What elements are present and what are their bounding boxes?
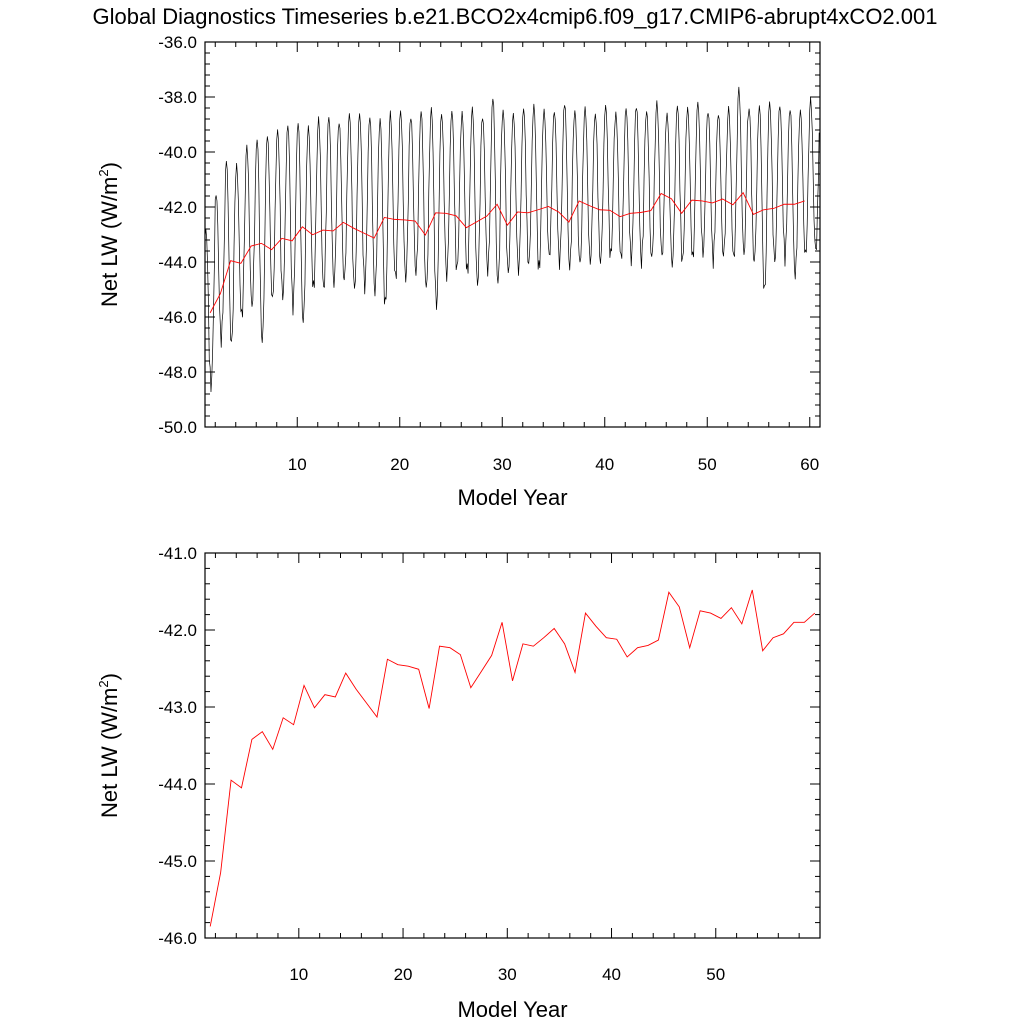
y-axis-title-close: ) (97, 673, 122, 680)
plot-frame (204, 552, 821, 939)
y-axis-title-close: ) (97, 162, 122, 169)
y-tick-label: -46.0 (158, 929, 197, 948)
annual-mean-series-line (209, 191, 805, 314)
y-tick-label: -41.0 (158, 544, 197, 563)
y-tick-label: -44.0 (158, 775, 197, 794)
x-tick-label: 40 (595, 455, 614, 474)
y-axis-title: Net LW (W/m2) (96, 673, 122, 818)
x-tick-label: 20 (390, 455, 409, 474)
x-tick-label: 60 (800, 455, 819, 474)
x-tick-label: 20 (394, 965, 413, 984)
y-tick-label: -42.0 (158, 198, 197, 217)
y-tick-label: -40.0 (158, 143, 197, 162)
x-tick-label: 50 (698, 455, 717, 474)
top-panel: -50.0 -48.0 -46.0 -44.0 -42.0 -40.0 -38.0 -36.0… (96, 33, 821, 510)
bottom-panel: -46.0 -45.0 -44.0 -43.0 -42.0 -41.0 10 20 30 40 50… (96, 544, 821, 1022)
monthly-series-line (204, 86, 820, 393)
y-tick-label: -48.0 (158, 363, 197, 382)
y-tick-label: -38.0 (158, 88, 197, 107)
y-tick-label: -36.0 (158, 33, 197, 52)
y-tick-label: -46.0 (158, 308, 197, 327)
x-tick-label: 10 (289, 965, 308, 984)
x-tick-label: 50 (706, 965, 725, 984)
x-axis-title: Model Year (457, 485, 567, 510)
annual-mean-series-line (209, 589, 816, 927)
x-tick-label: 10 (288, 455, 307, 474)
y-axis-title-text: Net LW (W/m (97, 688, 122, 818)
y-tick-label: -43.0 (158, 698, 197, 717)
y-axis-title-superscript: 2 (96, 680, 111, 687)
y-axis-title-text: Net LW (W/m (97, 177, 122, 307)
y-tick-label: -42.0 (158, 621, 197, 640)
y-tick-label: -45.0 (158, 852, 197, 871)
y-tick-label: -50.0 (158, 418, 197, 437)
y-axis-title: Net LW (W/m2) (96, 162, 122, 307)
figure-title: Global Diagnostics Timeseries b.e21.BCO2… (93, 4, 938, 29)
x-tick-label: 40 (602, 965, 621, 984)
x-tick-label: 30 (498, 965, 517, 984)
y-tick-label: -44.0 (158, 253, 197, 272)
x-tick-label: 30 (493, 455, 512, 474)
x-axis-title: Model Year (457, 997, 567, 1022)
y-axis-title-superscript: 2 (96, 169, 111, 176)
